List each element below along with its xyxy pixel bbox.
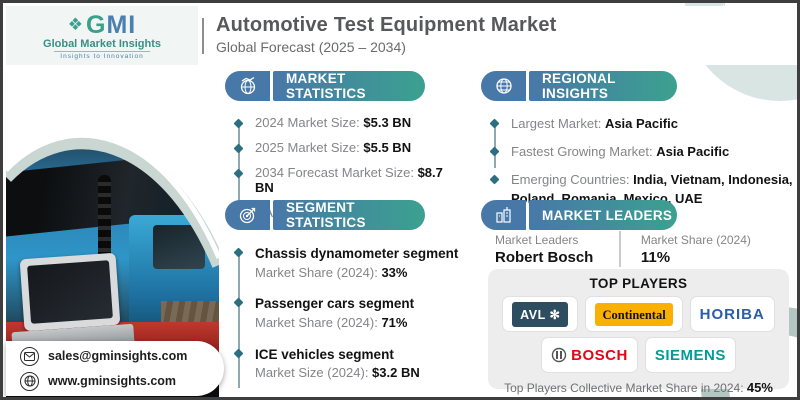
market-leader-block: Market Leaders Robert Bosch xyxy=(495,233,593,266)
contact-email-row: sales@gminsights.com xyxy=(20,346,224,366)
stat-2034-forecast: 2034 Forecast Market Size: $8.7 BN xyxy=(255,165,463,195)
segment-automotive-oem: Automotive OEM segment Market Share (202… xyxy=(255,395,463,397)
continental-logo: Continental xyxy=(595,302,673,326)
regional-insights-header: REGIONAL INSIGHTS xyxy=(481,71,677,101)
regional-insights-title: REGIONAL INSIGHTS xyxy=(529,71,677,101)
title-divider xyxy=(202,18,204,54)
top-players-title: TOP PLAYERS xyxy=(589,276,688,291)
segment-statistics-list: Chassis dynamometer segment Market Share… xyxy=(225,231,463,397)
stat-label: 2034 Forecast Market Size: xyxy=(255,165,418,180)
segment-label: Market Share (2024): xyxy=(255,314,382,330)
segment-title: Chassis dynamometer segment xyxy=(255,246,459,261)
segment-chassis-dynamometer: Chassis dynamometer segment Market Share… xyxy=(255,244,463,282)
market-leaders-header: MARKET LEADERS xyxy=(481,200,677,230)
stat-value: $5.5 BN xyxy=(363,140,412,155)
footer-value: 45% xyxy=(746,380,773,395)
stat-value: $8.7 BN xyxy=(255,165,443,195)
share-label: Market Share (2024) xyxy=(640,232,751,247)
brand-logo: ❖ GMI Global Market Insights Insights to… xyxy=(6,6,198,65)
regional-label: Fastest Growing Market: xyxy=(511,143,657,159)
contact-email[interactable]: sales@gminsights.com xyxy=(48,349,188,363)
stat-label: 2024 Market Size: xyxy=(255,115,364,130)
target-icon xyxy=(225,200,270,230)
section-market-leaders: MARKET LEADERS xyxy=(481,200,677,230)
continental-text: Continental xyxy=(602,307,666,322)
bosch-text: BOSCH xyxy=(571,346,628,364)
player-card-horiba: HORIBA xyxy=(689,296,775,332)
player-card-avl: AVL ✻ xyxy=(502,296,579,332)
top-players-footer: Top Players Collective Market Share in 2… xyxy=(504,380,773,395)
section-regional-insights: REGIONAL INSIGHTS xyxy=(481,71,677,101)
logo-g: G xyxy=(86,11,107,39)
building-icon xyxy=(481,200,526,230)
segment-label: Market Share (2024): xyxy=(255,264,382,280)
page-title: Automotive Test Equipment Market xyxy=(216,14,557,36)
regional-label: Emerging Countries: xyxy=(511,171,634,187)
segment-ice-vehicles: ICE vehicles segment Market Size (2024):… xyxy=(255,345,463,383)
title-block: Automotive Test Equipment Market Global … xyxy=(216,14,557,55)
share-value: 11% xyxy=(640,248,671,266)
stat-2025-market-size: 2025 Market Size: $5.5 BN xyxy=(255,140,463,155)
segment-passenger-cars: Passenger cars segment Market Share (202… xyxy=(255,294,463,332)
market-leaders-content: Market Leaders Robert Bosch Market Share… xyxy=(495,231,795,267)
segment-value: 33% xyxy=(381,264,408,280)
leader-label: Market Leaders xyxy=(495,232,579,247)
photo-laptop-screen xyxy=(19,252,121,332)
segment-title: Passenger cars segment xyxy=(255,296,415,312)
globe-icon xyxy=(20,371,39,391)
siemens-logo: SIEMENS xyxy=(654,346,726,364)
stat-label: 2025 Market Size: xyxy=(255,140,364,155)
email-icon xyxy=(20,346,39,366)
footer-label: Top Players Collective Market Share in 2… xyxy=(504,381,747,395)
header: ❖ GMI Global Market Insights Insights to… xyxy=(6,6,797,65)
regional-largest-market: Largest Market: Asia Pacific xyxy=(511,115,793,134)
market-statistics-title: MARKET STATISTICS xyxy=(273,71,425,101)
stat-value: $5.3 BN xyxy=(363,115,412,130)
contact-website-row: www.gminsights.com xyxy=(20,371,224,391)
leader-value: Robert Bosch xyxy=(495,248,594,266)
globe-grid-icon xyxy=(481,71,526,101)
gmi-diamond-icon: ❖ xyxy=(67,14,83,34)
avl-text: AVL xyxy=(520,307,546,322)
market-share-block: Market Share (2024) 11% xyxy=(641,233,751,266)
logo-gmi-text: GMI xyxy=(86,11,136,40)
leader-divider xyxy=(619,231,621,267)
segment-value: $3.2 BN xyxy=(372,365,420,381)
section-market-statistics: MARKET STATISTICS xyxy=(225,71,425,101)
page-subtitle: Global Forecast (2025 – 2034) xyxy=(216,39,406,55)
market-statistics-header: MARKET STATISTICS xyxy=(225,71,425,101)
contact-website[interactable]: www.gminsights.com xyxy=(48,374,177,388)
avl-logo: AVL ✻ xyxy=(512,301,569,327)
section-segment-statistics: SEGMENT STATISTICS xyxy=(225,200,425,230)
segment-statistics-title: SEGMENT STATISTICS xyxy=(273,200,425,230)
regional-label: Largest Market: xyxy=(511,116,605,131)
player-card-bosch: BOSCH xyxy=(541,337,638,373)
contact-card: sales@gminsights.com www.gminsights.com xyxy=(6,341,224,396)
regional-fastest-growing: Fastest Growing Market: Asia Pacific xyxy=(511,143,793,162)
segment-statistics-header: SEGMENT STATISTICS xyxy=(225,200,425,230)
top-players-panel: TOP PLAYERS AVL ✻ Continental HORIBA BOS… xyxy=(488,269,789,395)
photo-truck-window xyxy=(153,225,205,269)
bosch-armature-icon xyxy=(551,347,567,363)
bosch-logo: BOSCH xyxy=(551,347,628,364)
segment-label: Market Size (2024): xyxy=(255,365,373,381)
brand-name: Global Market Insights xyxy=(43,38,161,50)
top-players-row-2: BOSCH SIEMENS xyxy=(541,337,736,373)
stat-2024-market-size: 2024 Market Size: $5.3 BN xyxy=(255,115,463,130)
globe-chart-icon xyxy=(225,71,270,101)
segment-title: Automotive OEM segment xyxy=(255,395,463,397)
market-leaders-title: MARKET LEADERS xyxy=(529,200,677,230)
segment-value: 71% xyxy=(381,314,408,330)
regional-value: Asia Pacific xyxy=(656,143,730,159)
logo-mi: MI xyxy=(106,11,137,39)
player-card-continental: Continental xyxy=(585,296,683,332)
segment-title: ICE vehicles segment xyxy=(255,346,394,362)
horiba-logo: HORIBA xyxy=(699,305,765,323)
player-card-siemens: SIEMENS xyxy=(644,337,736,373)
brand-tagline: Insights to Innovation xyxy=(54,51,150,60)
top-players-row-1: AVL ✻ Continental HORIBA xyxy=(502,296,775,332)
logo-row: ❖ GMI xyxy=(68,11,136,40)
regional-value: Asia Pacific xyxy=(604,116,678,131)
